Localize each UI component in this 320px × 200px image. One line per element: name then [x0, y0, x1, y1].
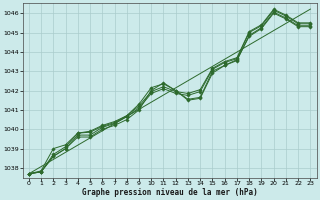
- X-axis label: Graphe pression niveau de la mer (hPa): Graphe pression niveau de la mer (hPa): [82, 188, 258, 197]
